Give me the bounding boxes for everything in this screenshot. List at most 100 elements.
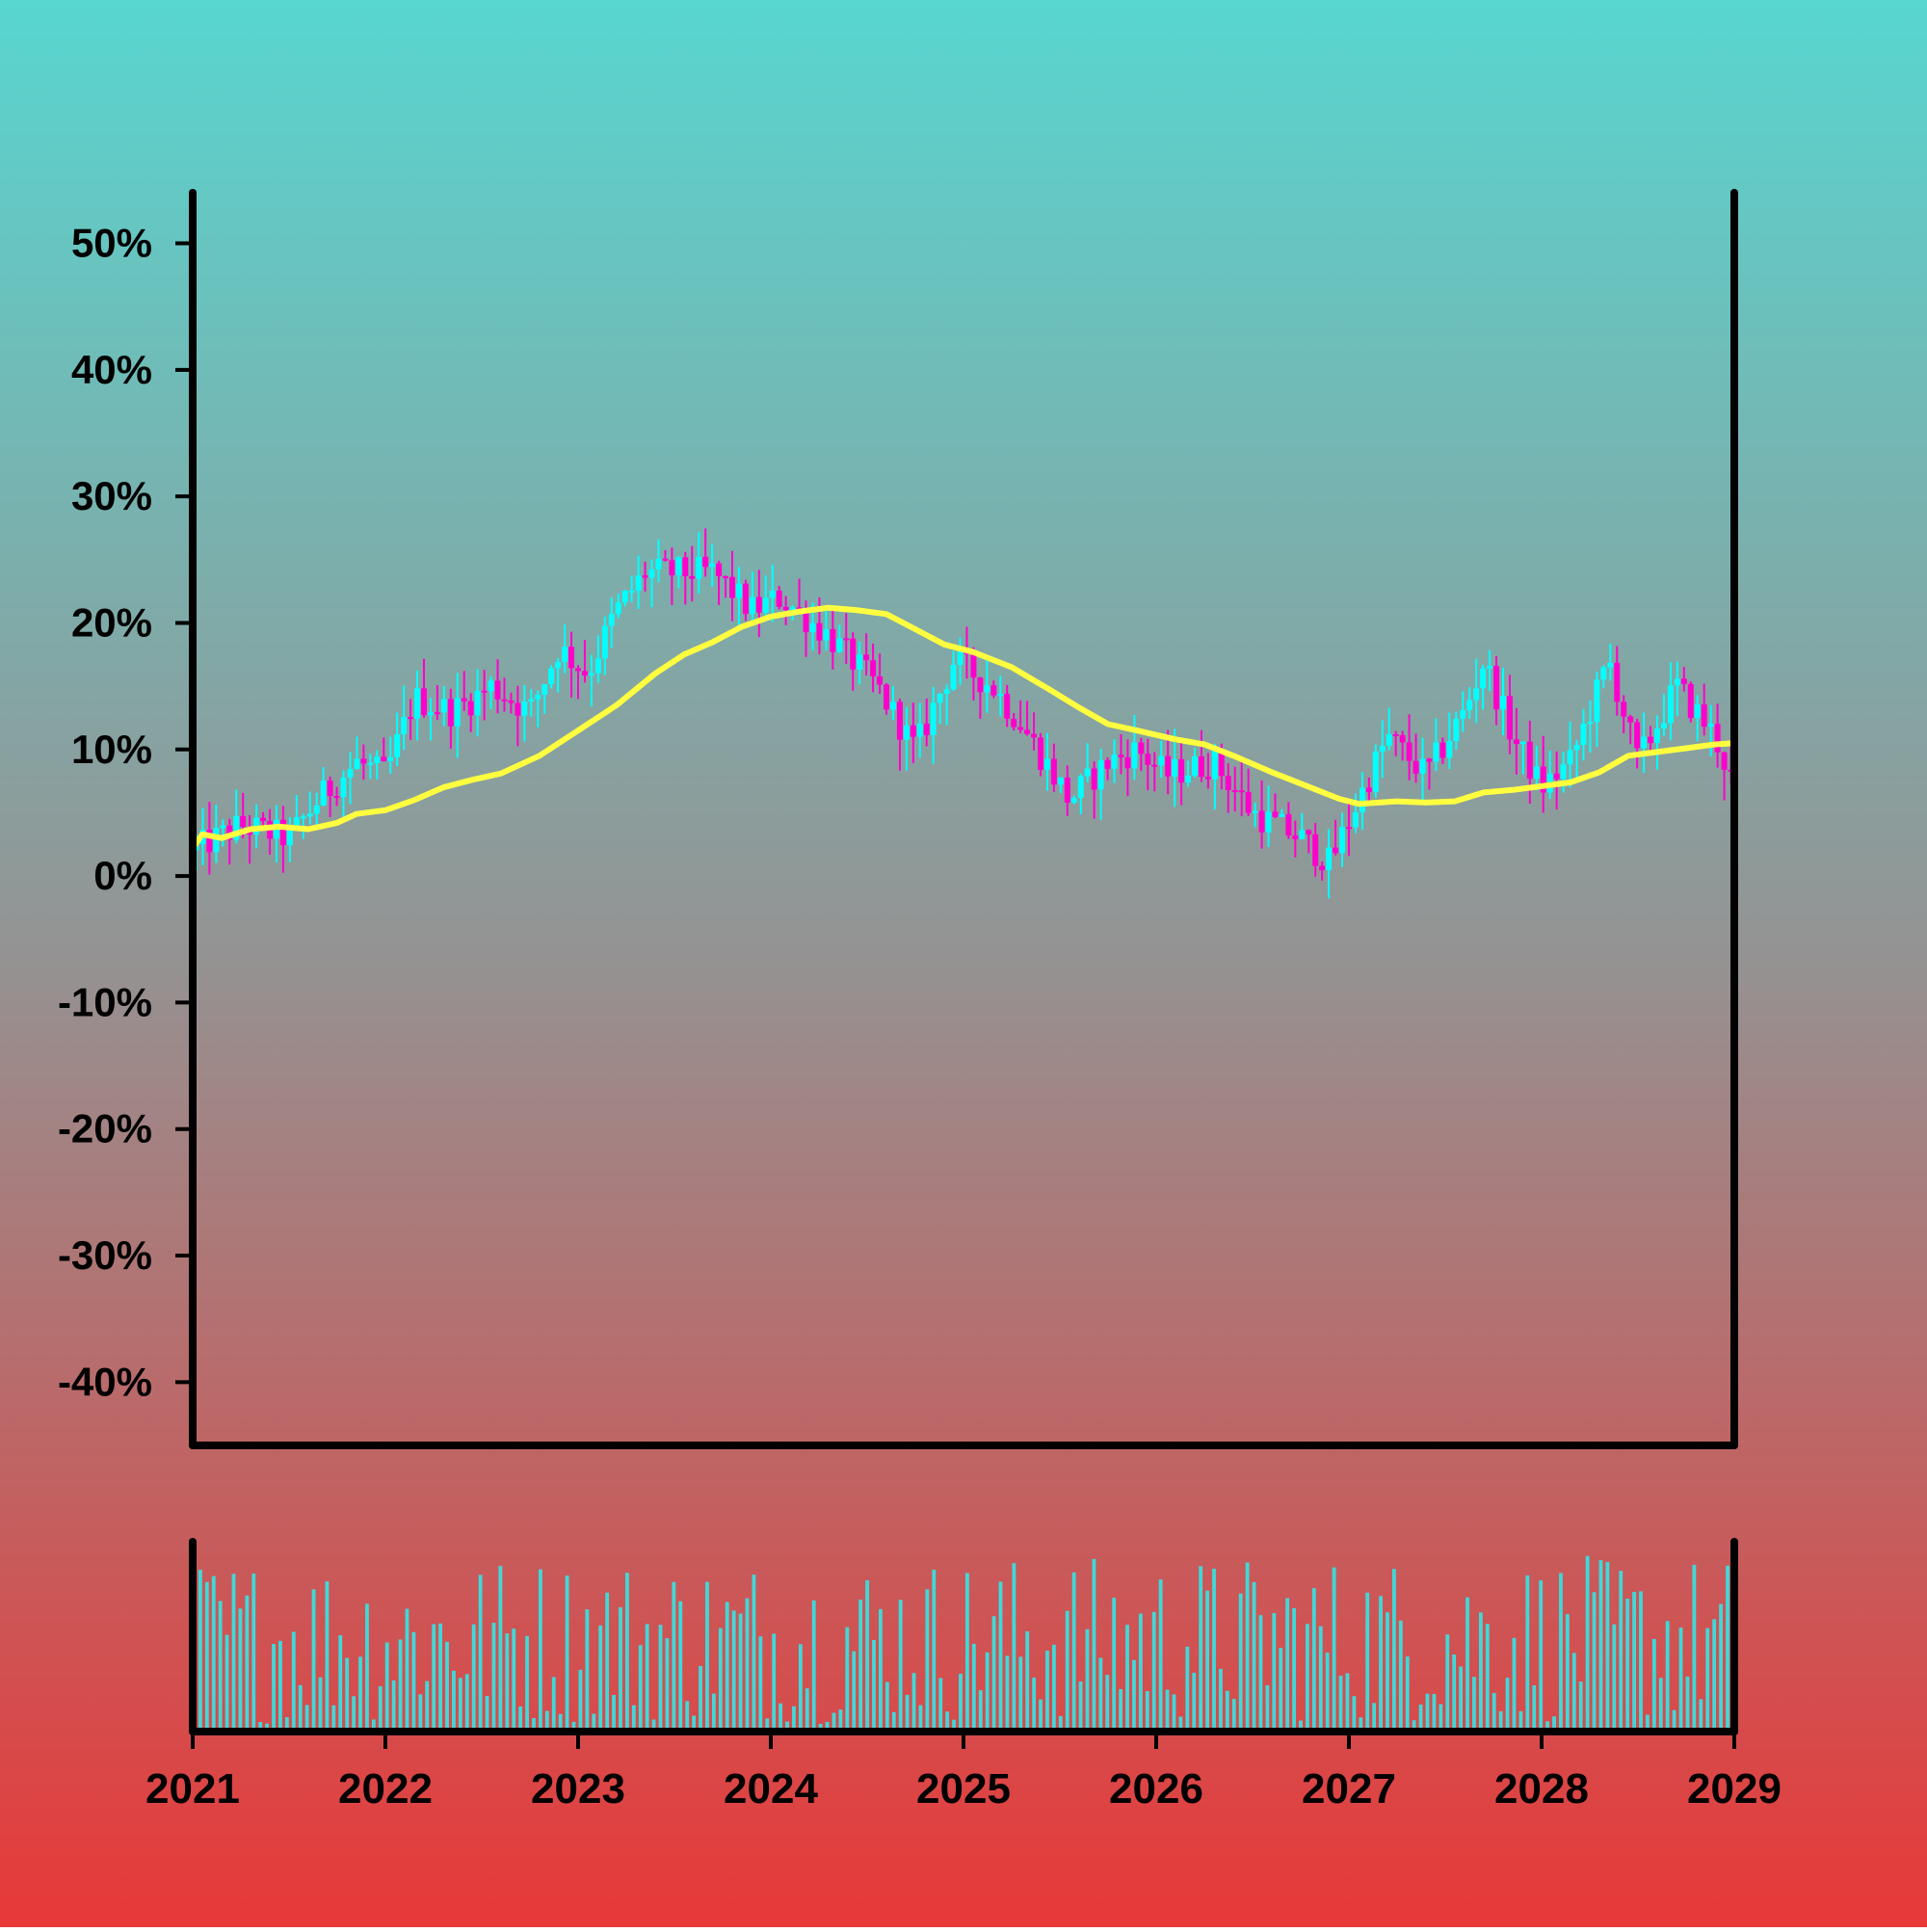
volume-bar [1018,1656,1023,1732]
volume-bar [705,1581,709,1732]
candle-body [1493,666,1500,710]
candle-body [1084,768,1091,777]
candle-body [675,557,682,576]
candle-body [1567,750,1573,765]
candle-body [877,675,884,685]
volume-bar [1032,1677,1037,1732]
volume-bar [338,1635,343,1732]
volume-bar [471,1624,476,1732]
volume-bar [1245,1562,1250,1732]
volume-bar [1012,1563,1016,1732]
candle-body [548,668,555,685]
candle-body [903,725,910,740]
candle-body [789,607,796,611]
volume-bar [1578,1681,1583,1732]
volume-bar [645,1624,649,1732]
candle-body [1145,754,1151,765]
volume-bar [1252,1581,1256,1732]
volume-bar [1045,1651,1049,1732]
candle-body [488,680,494,692]
candle-body [1172,758,1178,777]
volume-bar [832,1712,836,1732]
candle-body [1399,734,1406,743]
candle-body [306,813,313,817]
candle-body [387,756,394,761]
volume-bar [1225,1690,1229,1732]
candle-body [615,602,621,615]
candle-body [1352,812,1359,828]
candle-body [957,651,964,666]
candle-body [1513,739,1519,745]
candle-body [562,647,568,663]
candle-body [1506,696,1513,740]
candle-body [803,608,809,633]
volume-bar [365,1603,369,1732]
candle-body [1070,797,1077,804]
candle-body [494,680,501,700]
volume-bar [1165,1689,1170,1732]
candle-body [1627,716,1634,723]
volume-bar [1372,1703,1377,1732]
volume-bar [411,1631,416,1732]
candle-body [1138,742,1145,754]
candle-body [1680,678,1687,684]
candle-body [937,694,943,703]
volume-bar [418,1694,423,1732]
candle-body [621,591,628,603]
candle-body [1011,718,1017,728]
volume-bar [1299,1720,1303,1732]
volume-bar [838,1709,843,1732]
volume-bar [1112,1598,1117,1732]
candle-body [414,688,421,719]
volume-bar [325,1581,330,1732]
candle-body [474,690,481,716]
candle-body [1064,777,1070,804]
volume-bar [578,1669,583,1732]
volume-bar [1292,1607,1296,1732]
volume-bar [505,1633,510,1732]
volume-bar [731,1610,736,1732]
volume-bar [1332,1567,1336,1732]
volume-bar [1559,1573,1563,1732]
candle-body [1453,718,1460,742]
candle-body [508,700,515,703]
candle-body [213,828,220,853]
volume-bar [1145,1691,1149,1732]
volume-bar [1311,1588,1316,1732]
candle-body [1024,729,1031,734]
volume-bar [1585,1555,1590,1732]
candle-body [1526,741,1533,780]
candle-body [1158,755,1165,766]
volume-bar [1665,1621,1670,1732]
volume-bar [1272,1612,1277,1732]
candle-body [313,805,320,814]
volume-bar [1205,1590,1209,1732]
candle-body [1265,811,1272,833]
x-tick-label: 2022 [338,1765,433,1813]
volume-bar [725,1601,729,1732]
y-tick-label: -10% [58,979,152,1024]
volume-bar [1418,1704,1423,1732]
volume-bar [945,1711,950,1732]
volume-bar [1619,1571,1623,1732]
candle-body [1111,754,1118,769]
volume-bar [1338,1675,1343,1732]
candle-body [1600,667,1607,680]
candle-body [1043,758,1050,771]
candle-body [327,781,333,797]
candle-body [729,576,735,598]
volume-bar [765,1718,770,1732]
volume-bar [1726,1565,1729,1732]
volume-bar [779,1703,782,1732]
volume-bar [1178,1716,1183,1732]
volume-bar [1485,1624,1490,1732]
candle-body [916,723,923,737]
volume-bar [792,1706,796,1732]
candle-body [655,558,662,569]
candle-body [1292,835,1299,839]
candle-body [1379,745,1386,752]
volume-bar [1719,1603,1723,1732]
candle-body [1460,709,1466,719]
candle-body [1386,733,1392,746]
